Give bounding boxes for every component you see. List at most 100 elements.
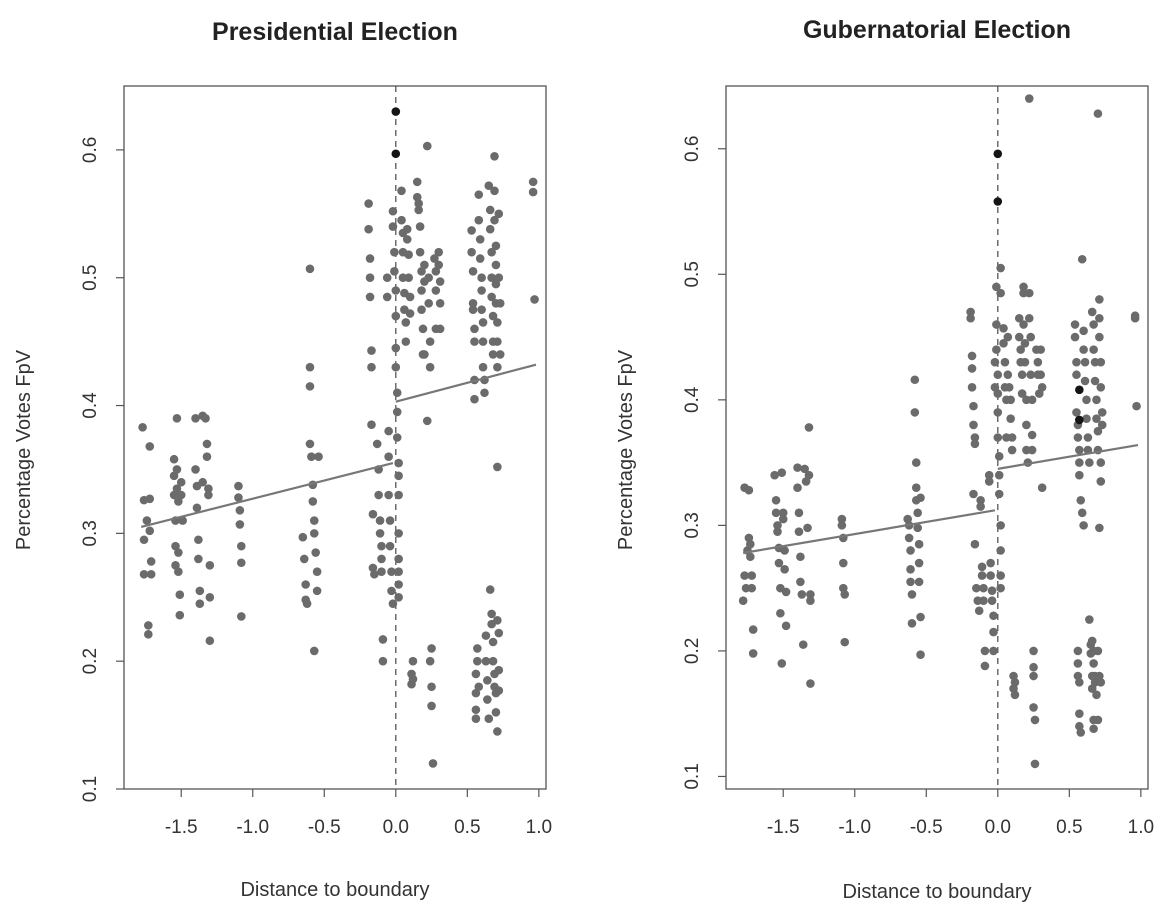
data-point-presidential <box>417 286 426 295</box>
data-point-gubernatorial <box>996 583 1005 593</box>
data-point-presidential <box>402 235 412 244</box>
data-point-presidential <box>484 181 494 190</box>
data-point-gubernatorial <box>1029 671 1038 681</box>
data-point-gubernatorial <box>1096 458 1106 467</box>
data-point-presidential <box>485 205 495 215</box>
data-point-gubernatorial <box>746 539 755 549</box>
data-point-presidential <box>424 298 433 308</box>
data-point-presidential <box>205 561 215 570</box>
data-point-gubernatorial <box>839 558 848 568</box>
data-point-presidential <box>387 586 396 596</box>
data-point-presidential <box>475 235 485 244</box>
data-point-presidential <box>378 656 388 666</box>
data-point-presidential <box>305 382 315 391</box>
data-point-gubernatorial <box>969 489 978 499</box>
data-point-gubernatorial <box>1020 339 1030 348</box>
data-point-presidential <box>408 656 418 666</box>
data-point-gubernatorial <box>1024 94 1034 103</box>
data-point-gubernatorial <box>740 571 749 580</box>
data-point-gubernatorial <box>773 527 782 536</box>
data-point-gubernatorial <box>989 646 998 656</box>
data-point-gubernatorial <box>778 508 788 518</box>
data-point-presidential <box>195 599 205 608</box>
data-point-gubernatorial <box>1000 357 1010 367</box>
data-point-gubernatorial <box>1093 426 1103 436</box>
data-point-presidential <box>394 490 403 500</box>
data-point-gubernatorial <box>916 612 925 622</box>
data-point-gubernatorial <box>999 323 1008 333</box>
data-point-gubernatorial <box>1007 445 1017 455</box>
data-point-presidential <box>414 199 423 208</box>
data-point-gubernatorial <box>1030 759 1040 769</box>
data-point-presidential <box>488 637 498 647</box>
data-point-gubernatorial <box>1075 677 1084 687</box>
data-point-gubernatorial <box>803 523 812 533</box>
data-point-gubernatorial <box>1020 357 1030 367</box>
data-point-presidential <box>312 586 322 596</box>
data-point-presidential <box>176 477 186 487</box>
data-point-gubernatorial <box>1089 724 1098 734</box>
data-point-presidential <box>145 442 155 451</box>
data-point-gubernatorial <box>904 533 914 543</box>
data-point-presidential <box>387 567 396 577</box>
data-point-gubernatorial <box>913 508 922 518</box>
data-point-gubernatorial <box>1027 430 1037 440</box>
data-point-presidential <box>394 592 403 602</box>
data-point-gubernatorial <box>837 514 847 524</box>
data-point-presidential <box>420 350 429 359</box>
data-point-presidential <box>470 337 479 346</box>
data-point-gubernatorial <box>1076 495 1086 505</box>
data-point-gubernatorial <box>1079 345 1088 354</box>
data-point-gubernatorial <box>914 577 924 587</box>
data-point-gubernatorial <box>1079 326 1088 336</box>
data-point-gubernatorial <box>1095 313 1104 323</box>
data-point-presidential <box>384 452 393 461</box>
data-point-presidential <box>405 309 415 318</box>
data-point-gubernatorial <box>972 583 981 593</box>
data-point-gubernatorial <box>1089 659 1098 668</box>
data-point-gubernatorial <box>1130 313 1140 323</box>
data-point-presidential <box>205 636 215 646</box>
data-point-presidential <box>201 414 210 423</box>
data-point-presidential <box>314 452 323 461</box>
data-point-presidential <box>138 422 147 432</box>
data-point-gubernatorial <box>966 313 975 323</box>
data-point-presidential <box>194 535 203 545</box>
data-point-presidential <box>367 420 376 430</box>
data-point-gubernatorial <box>1026 370 1035 380</box>
data-point-presidential <box>414 205 423 215</box>
data-point-presidential <box>490 215 499 225</box>
data-point-presidential <box>382 292 392 302</box>
data-point-gubernatorial <box>1019 320 1028 329</box>
presidential-panel: Presidential Election Distance to bounda… <box>13 18 552 901</box>
x-tick-label-gubernatorial: -0.5 <box>910 817 943 838</box>
data-point-presidential <box>305 264 315 274</box>
data-point-gubernatorial <box>906 565 915 574</box>
data-point-gubernatorial <box>970 539 980 549</box>
data-point-gubernatorial <box>1093 646 1103 656</box>
data-point-gubernatorial <box>1003 370 1013 380</box>
plot-frame-presidential <box>123 85 547 790</box>
data-point-gubernatorial <box>1072 370 1081 380</box>
data-point-presidential <box>142 516 152 525</box>
data-point-presidential <box>202 439 212 449</box>
data-point-gubernatorial <box>1087 307 1097 317</box>
data-point-gubernatorial <box>1089 345 1098 354</box>
data-point-presidential <box>431 286 441 295</box>
data-point-presidential <box>425 337 435 346</box>
data-point-gubernatorial <box>979 583 988 593</box>
data-point-gubernatorial <box>994 452 1004 461</box>
data-point-presidential <box>377 541 386 551</box>
data-point-presidential <box>434 247 444 257</box>
data-point-presidential <box>528 177 538 187</box>
data-point-gubernatorial <box>906 546 915 555</box>
data-point-gubernatorial <box>796 552 805 562</box>
data-point-gubernatorial <box>996 263 1005 273</box>
data-point-gubernatorial <box>1093 715 1103 725</box>
data-point-presidential <box>493 337 502 346</box>
data-point-gubernatorial <box>1070 320 1080 329</box>
data-point-gubernatorial <box>1029 703 1038 712</box>
data-point-gubernatorial <box>777 659 787 668</box>
data-point-presidential <box>435 298 445 308</box>
